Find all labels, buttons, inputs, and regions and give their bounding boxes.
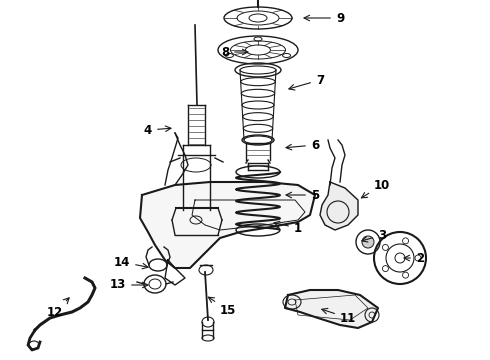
Text: 7: 7 — [289, 73, 324, 90]
Text: 2: 2 — [404, 252, 424, 265]
Text: 6: 6 — [286, 139, 319, 152]
Text: 4: 4 — [144, 123, 171, 136]
Text: 3: 3 — [362, 229, 386, 242]
Polygon shape — [285, 290, 378, 328]
Text: 12: 12 — [47, 298, 69, 319]
Text: 11: 11 — [322, 309, 356, 324]
Ellipse shape — [362, 236, 374, 248]
Text: 10: 10 — [362, 179, 390, 198]
Text: 5: 5 — [286, 189, 319, 202]
Text: 1: 1 — [274, 221, 302, 234]
Text: 8: 8 — [221, 45, 248, 59]
Text: 14: 14 — [114, 256, 148, 269]
Polygon shape — [320, 182, 358, 230]
Text: 9: 9 — [304, 12, 344, 24]
Text: 13: 13 — [110, 279, 148, 292]
Text: 15: 15 — [208, 297, 236, 316]
